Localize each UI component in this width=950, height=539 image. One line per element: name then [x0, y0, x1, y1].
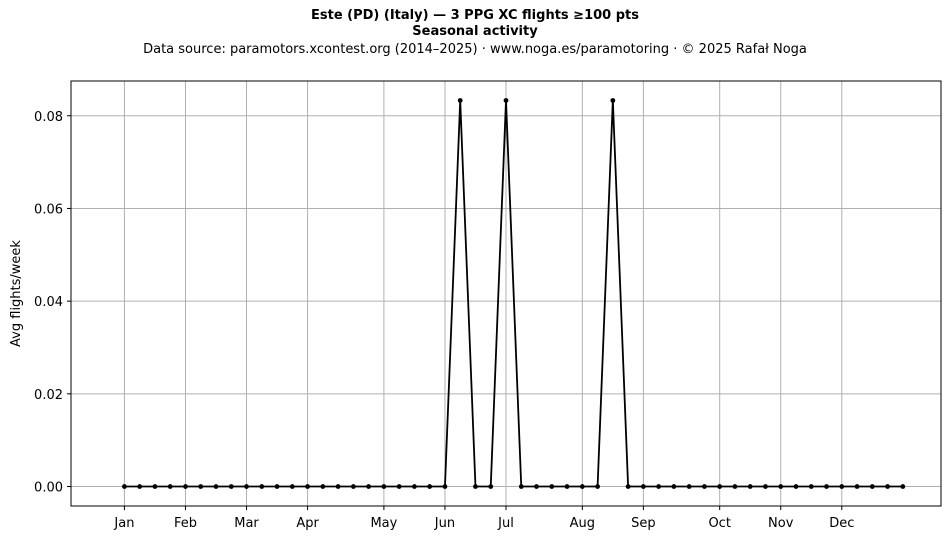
data-point [732, 484, 738, 489]
data-point [595, 484, 600, 489]
y-tick-label: 0.02 [34, 388, 63, 403]
data-point [793, 484, 799, 489]
data-point [427, 484, 433, 489]
data-point [167, 484, 173, 489]
data-point [869, 484, 875, 489]
chart-header: Este (PD) (Italy) — 3 PPG XC flights ≥10… [0, 8, 950, 59]
data-point [122, 484, 127, 489]
data-point [503, 98, 509, 103]
y-tick-label: 0.08 [34, 110, 63, 125]
data-point [320, 484, 326, 489]
y-tick-label: 0.04 [34, 295, 63, 310]
data-point [518, 484, 524, 489]
data-point [900, 484, 906, 489]
data-point [274, 484, 280, 489]
chart-subtitle: Seasonal activity [412, 24, 538, 39]
data-point [152, 484, 158, 489]
data-point [137, 484, 143, 489]
data-point [244, 484, 249, 489]
data-point [808, 484, 814, 489]
data-point [381, 484, 387, 489]
data-point [213, 484, 219, 489]
data-point [656, 484, 662, 489]
data-point [579, 484, 585, 489]
data-point [640, 484, 646, 489]
plot-frame [70, 80, 942, 507]
data-point [289, 484, 295, 489]
data-point [259, 484, 265, 489]
x-tick-label: May [370, 516, 397, 531]
x-tick-label: Feb [174, 516, 197, 531]
data-point [396, 484, 402, 489]
data-point [183, 484, 188, 489]
data-point [625, 484, 631, 489]
grid [71, 81, 941, 506]
data-point [824, 484, 829, 489]
data-point [350, 484, 356, 489]
x-tick-label: Jul [497, 516, 514, 531]
series-line [124, 99, 903, 488]
data-point [549, 484, 555, 489]
chart-title: Este (PD) (Italy) — 3 PPG XC flights ≥10… [311, 8, 639, 23]
x-tick-label: Jan [113, 516, 134, 531]
data-point [412, 484, 417, 489]
data-point [839, 484, 845, 489]
y-axis-label: Avg flights/week [9, 240, 24, 347]
data-point [534, 484, 539, 489]
data-point [717, 484, 723, 489]
x-tick-label: Sep [631, 516, 656, 531]
data-point [686, 484, 692, 489]
y-tick-label: 0.06 [34, 202, 63, 217]
data-point [457, 98, 463, 103]
data-point [747, 484, 753, 489]
data-point [671, 484, 677, 489]
data-point [198, 484, 204, 489]
y-tick-label: 0.00 [34, 481, 63, 496]
x-tick-label: Nov [768, 516, 794, 531]
axis-ticks: Jan Feb Mar Apr May Jun Jul Aug Sep Oct Nov Dec 0.00… [34, 110, 854, 531]
data-point [228, 484, 234, 489]
x-tick-label: Dec [829, 516, 854, 531]
data-point [488, 484, 494, 489]
data-point [763, 484, 768, 489]
x-tick-label: Mar [234, 516, 259, 531]
data-point [702, 484, 707, 489]
data-source-note: Data source: paramotors.xcontest.org (20… [143, 42, 807, 57]
data-point [442, 484, 448, 489]
data-point [610, 98, 616, 103]
x-tick-label: Jun [434, 516, 455, 531]
data-point [564, 484, 570, 489]
series-layer [122, 98, 906, 489]
data-point [305, 484, 310, 489]
data-point [778, 484, 784, 489]
data-point [366, 484, 372, 489]
x-tick-label: Aug [570, 516, 595, 531]
data-point [854, 484, 860, 489]
data-point [473, 484, 478, 489]
x-tick-label: Oct [708, 516, 730, 531]
data-point [335, 484, 341, 489]
data-point [885, 484, 890, 489]
x-tick-label: Apr [296, 516, 319, 531]
